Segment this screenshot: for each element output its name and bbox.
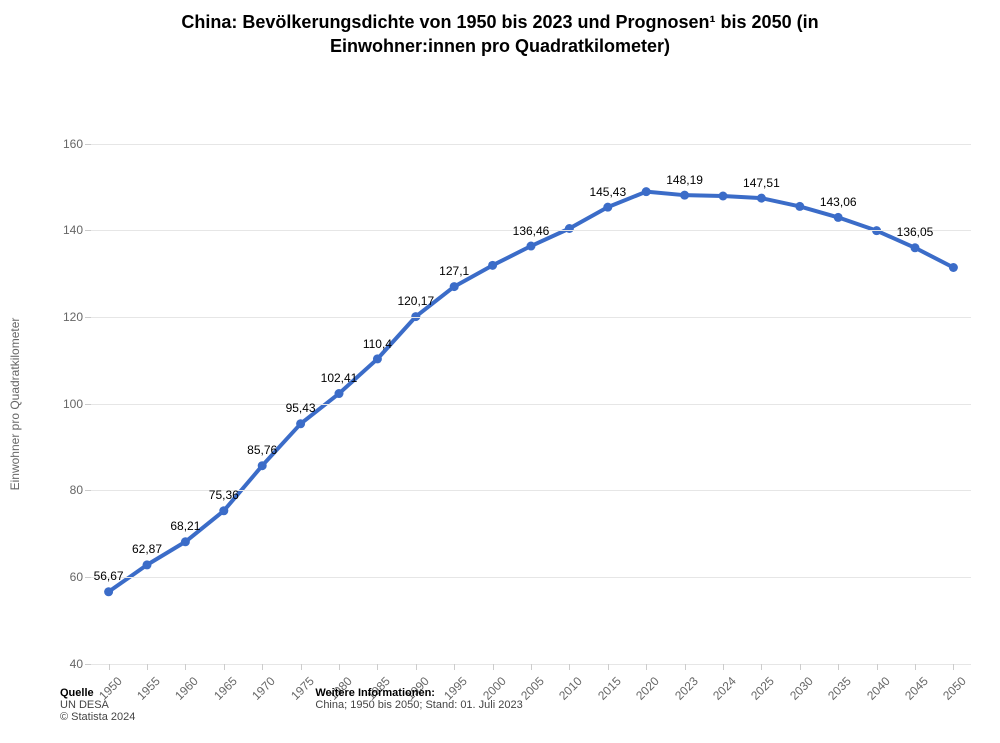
data-marker [335, 389, 344, 398]
data-marker [527, 241, 536, 250]
x-tick-mark [723, 664, 724, 670]
x-tick-mark [685, 664, 686, 670]
line-path [109, 191, 954, 591]
x-tick-mark [147, 664, 148, 670]
y-tick-mark [85, 577, 91, 578]
y-tick-label: 140 [7, 223, 83, 237]
data-label: 120,17 [397, 294, 434, 308]
data-label: 110,4 [363, 337, 392, 351]
x-tick-mark [915, 664, 916, 670]
info-value: China; 1950 bis 2050; Stand: 01. Juli 20… [315, 699, 522, 711]
gridline [91, 404, 971, 405]
data-marker [680, 190, 689, 199]
x-tick-mark [493, 664, 494, 670]
x-tick-mark [416, 664, 417, 670]
data-marker [219, 506, 228, 515]
data-marker [834, 213, 843, 222]
data-label: 68,21 [170, 519, 200, 533]
source-label: Quelle [60, 687, 94, 699]
chart-container: 4060801001201401601950195519601965197019… [0, 69, 1000, 743]
y-tick-mark [85, 664, 91, 665]
data-marker [603, 202, 612, 211]
y-tick-mark [85, 490, 91, 491]
data-label: 143,06 [820, 195, 857, 209]
y-tick-label: 160 [7, 137, 83, 151]
data-marker [757, 193, 766, 202]
data-marker [488, 260, 497, 269]
x-tick-mark [454, 664, 455, 670]
x-tick-mark [109, 664, 110, 670]
x-tick-mark [339, 664, 340, 670]
x-tick-mark [377, 664, 378, 670]
data-label: 85,76 [247, 443, 277, 457]
data-marker [719, 191, 728, 200]
data-label: 127,1 [439, 264, 469, 278]
y-tick-mark [85, 144, 91, 145]
x-tick-mark [224, 664, 225, 670]
title-line-1: China: Bevölkerungsdichte von 1950 bis 2… [181, 12, 818, 32]
title-line-2: Einwohner:innen pro Quadratkilometer) [330, 36, 670, 56]
source-block: Quelle UN DESA © Statista 2024 [60, 687, 135, 723]
x-tick-mark [531, 664, 532, 670]
x-tick-mark [262, 664, 263, 670]
y-tick-mark [85, 230, 91, 231]
data-label: 136,46 [513, 224, 550, 238]
data-marker [373, 354, 382, 363]
x-tick-mark [646, 664, 647, 670]
x-tick-mark [877, 664, 878, 670]
info-block: Weitere Informationen: China; 1950 bis 2… [315, 687, 522, 723]
data-label: 75,36 [209, 488, 239, 502]
chart-title: China: Bevölkerungsdichte von 1950 bis 2… [40, 10, 960, 59]
x-tick-mark [761, 664, 762, 670]
data-label: 145,43 [589, 185, 626, 199]
data-label: 147,51 [743, 176, 780, 190]
data-marker [911, 243, 920, 252]
plot-area: 4060801001201401601950195519601965197019… [90, 144, 971, 665]
gridline [91, 577, 971, 578]
info-label: Weitere Informationen: [315, 687, 435, 699]
data-marker [104, 587, 113, 596]
x-tick-mark [953, 664, 954, 670]
source-value: UN DESA [60, 699, 109, 711]
y-tick-mark [85, 404, 91, 405]
data-label: 102,41 [321, 371, 358, 385]
data-marker [949, 263, 958, 272]
x-tick-mark [800, 664, 801, 670]
data-marker [143, 560, 152, 569]
data-label: 136,05 [897, 225, 934, 239]
y-tick-mark [85, 317, 91, 318]
data-label: 95,43 [286, 401, 316, 415]
data-marker [296, 419, 305, 428]
x-tick-mark [838, 664, 839, 670]
data-label: 62,87 [132, 542, 162, 556]
data-marker [450, 282, 459, 291]
data-marker [258, 461, 267, 470]
data-marker [795, 201, 804, 210]
x-tick-mark [569, 664, 570, 670]
y-tick-label: 40 [7, 657, 83, 671]
y-axis-title: Einwohner pro Quadratkilometer [8, 317, 22, 490]
copyright-text: © Statista 2024 [60, 711, 135, 723]
data-marker [181, 537, 190, 546]
gridline [91, 317, 971, 318]
data-label: 148,19 [666, 173, 703, 187]
x-tick-mark [608, 664, 609, 670]
gridline [91, 144, 971, 145]
x-tick-mark [185, 664, 186, 670]
data-marker [642, 187, 651, 196]
y-tick-label: 60 [7, 570, 83, 584]
chart-footer: Quelle UN DESA © Statista 2024 Weitere I… [60, 687, 960, 723]
data-label: 56,67 [94, 569, 124, 583]
x-tick-mark [301, 664, 302, 670]
